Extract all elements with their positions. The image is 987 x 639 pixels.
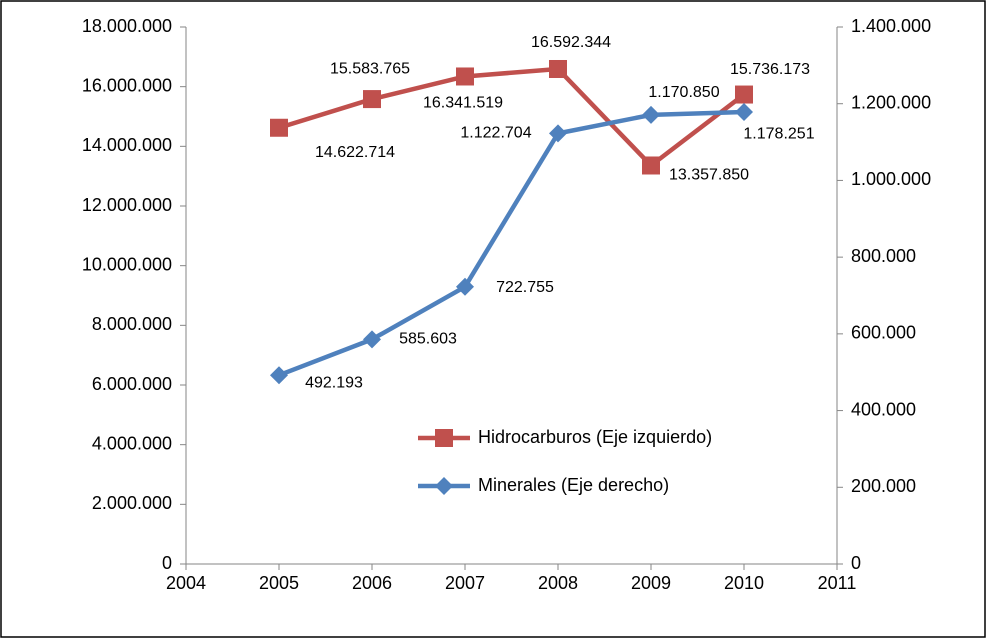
y2-tick-label: 1.400.000	[851, 16, 931, 36]
x-tick-label: 2010	[724, 573, 764, 593]
data-label: 15.736.173	[730, 61, 810, 78]
x-tick-label: 2004	[166, 573, 206, 593]
x-tick-label: 2011	[818, 573, 857, 593]
marker	[363, 90, 381, 109]
y-tick-label: 4.000.000	[92, 433, 172, 453]
x-tick-label: 2006	[352, 573, 392, 593]
data-label: 13.357.850	[669, 167, 749, 184]
y2-tick-label: 400.000	[851, 399, 916, 419]
y-tick-label: 6.000.000	[92, 374, 172, 394]
marker	[456, 277, 474, 296]
y-tick-label: 10.000.000	[82, 254, 172, 274]
y2-tick-label: 0	[851, 553, 861, 573]
y-tick-label: 0	[162, 553, 172, 573]
marker	[735, 103, 753, 122]
data-label: 1.122.704	[460, 125, 531, 142]
data-label: 16.592.344	[531, 34, 611, 51]
data-label: 1.170.850	[648, 84, 719, 101]
series-line	[278, 66, 746, 168]
x-tick-label: 2005	[259, 573, 299, 593]
data-label: 1.178.251	[743, 125, 814, 142]
legend-marker	[435, 477, 453, 495]
marker	[642, 105, 660, 124]
legend-label: Hidrocarburos (Eje izquierdo)	[478, 427, 712, 447]
series-line	[278, 109, 745, 378]
data-label: 15.583.765	[330, 60, 410, 77]
marker	[549, 124, 567, 143]
x-tick-label: 2007	[445, 573, 485, 593]
y2-tick-label: 1.000.000	[851, 169, 931, 189]
y-tick-label: 12.000.000	[82, 195, 172, 215]
y2-tick-label: 800.000	[851, 246, 916, 266]
y-tick-label: 8.000.000	[92, 314, 172, 334]
data-label: 585.603	[399, 331, 457, 348]
y-tick-label: 14.000.000	[82, 135, 172, 155]
data-label: 16.341.519	[423, 95, 503, 112]
x-tick-label: 2008	[538, 573, 578, 593]
marker	[270, 366, 288, 385]
data-label: 722.755	[496, 279, 554, 296]
y2-tick-label: 600.000	[851, 323, 916, 343]
y-tick-label: 16.000.000	[82, 75, 172, 95]
y2-tick-label: 200.000	[851, 476, 916, 496]
marker	[549, 59, 567, 78]
legend-label: Minerales (Eje derecho)	[478, 475, 669, 495]
marker	[363, 330, 381, 349]
y-tick-label: 18.000.000	[82, 16, 172, 36]
data-label: 14.622.714	[315, 144, 395, 161]
y-tick-label: 2.000.000	[92, 493, 172, 513]
legend-marker	[435, 429, 453, 447]
x-tick-label: 2009	[631, 573, 671, 593]
marker	[270, 118, 288, 137]
data-label: 492.193	[305, 374, 363, 391]
y2-tick-label: 1.200.000	[851, 92, 931, 112]
marker	[735, 85, 753, 104]
marker	[642, 156, 660, 175]
marker	[456, 67, 474, 86]
